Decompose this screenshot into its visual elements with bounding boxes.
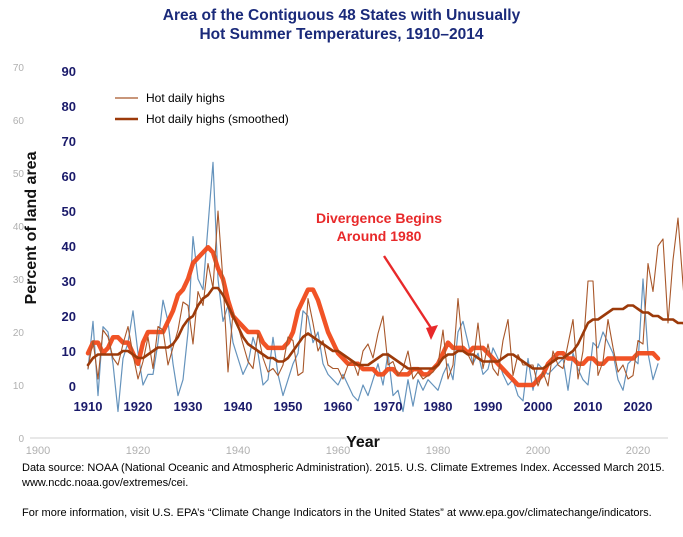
y-tick-label: 10: [62, 344, 76, 359]
bg-x-tick-label: 1960: [326, 445, 350, 457]
chart-title-line2: Hot Summer Temperatures, 1910–2014: [199, 26, 484, 43]
background-chart-layer: 1900 1920 1940 1960 1980 2000 2020 0 10 20 30 40 50 6…: [13, 63, 668, 457]
annotation: Divergence Begins Around 1980: [316, 210, 442, 340]
x-tick-label: 1990: [474, 399, 503, 414]
x-tick-label: 1970: [374, 399, 403, 414]
bg-y-tick-label: 20: [13, 328, 25, 339]
bg-x-tick-label: 1920: [126, 445, 150, 457]
footnote-source-text: Data source: NOAA (National Oceanic and …: [22, 462, 665, 474]
chart-canvas: 1900 1920 1940 1960 1980 2000 2020 0 10 20 30 40 50 6…: [13, 63, 683, 457]
y-tick-label: 80: [62, 99, 76, 114]
x-axis-label: Year: [346, 434, 380, 451]
bg-series-line-orange: [85, 244, 661, 388]
legend: Hot daily highs Hot daily highs (smoothed…: [115, 91, 289, 126]
footnote-more: For more information, visit U.S. EPA’s “…: [22, 507, 652, 519]
x-tick-label: 2020: [624, 399, 653, 414]
x-tick-label: 1910: [74, 399, 103, 414]
bg-x-tick-label: 1940: [226, 445, 250, 457]
chart-title-line1: Area of the Contiguous 48 States with Un…: [162, 7, 521, 24]
bg-x-tick-label: 2020: [626, 445, 650, 457]
bg-x-tick-label: 1980: [426, 445, 450, 457]
bg-y-tick-label: 70: [13, 63, 25, 74]
y-tick-label: 70: [62, 134, 76, 149]
x-tick-label: 1960: [324, 399, 353, 414]
x-tick-label: 1950: [274, 399, 303, 414]
bg-y-tick-label: 50: [13, 169, 25, 180]
annotation-text-line: Divergence Begins: [316, 210, 442, 226]
y-tick-label: 30: [62, 274, 76, 289]
x-tick-label: 1920: [124, 399, 153, 414]
series-line-hot-daily-highs: [87, 210, 683, 387]
axis-labels: Year Percent of land area: [23, 151, 380, 451]
x-tick-label: 1940: [224, 399, 253, 414]
y-axis-label: Percent of land area: [23, 151, 40, 304]
y-tick-label: 20: [62, 309, 76, 324]
bg-y-tick-label: 40: [13, 222, 25, 233]
bg-y-tick-label: 60: [13, 116, 25, 127]
footnote-source: Data source: NOAA (National Oceanic and …: [22, 461, 672, 491]
x-tick-label: 1980: [424, 399, 453, 414]
bg-x-tick-label: 1900: [26, 445, 50, 457]
y-tick-label: 50: [62, 204, 76, 219]
y-tick-label: 0: [69, 379, 76, 394]
annotation-text-line: Around 1980: [337, 228, 422, 244]
annotation-arrow-shaft: [382, 255, 435, 332]
legend-label: Hot daily highs: [146, 91, 225, 105]
y-tick-label: 90: [62, 64, 76, 79]
legend-label: Hot daily highs (smoothed): [146, 112, 289, 126]
bg-y-tick-label: 0: [18, 434, 24, 445]
annotation-arrowhead: [426, 325, 438, 340]
y-tick-label: 60: [62, 169, 76, 184]
x-tick-label: 1930: [174, 399, 203, 414]
chart-title: Area of the Contiguous 48 States with Un…: [0, 6, 683, 44]
bg-y-tick-label: 10: [13, 381, 25, 392]
bg-x-tick-label: 2000: [526, 445, 550, 457]
main-chart-layer: 1910 1920 1930 1940 1950 1960 1970 1980 1990 2000…: [62, 64, 683, 414]
series-line-hot-daily-highs-smoothed: [86, 286, 683, 370]
footnote-url: www.ncdc.noaa.gov/extremes/cei.: [22, 477, 189, 489]
x-tick-label: 2010: [574, 399, 603, 414]
x-tick-label: 2000: [524, 399, 553, 414]
y-tick-label: 40: [62, 239, 76, 254]
bg-y-tick-label: 30: [13, 275, 25, 286]
bg-series-line-blue: [87, 161, 659, 413]
